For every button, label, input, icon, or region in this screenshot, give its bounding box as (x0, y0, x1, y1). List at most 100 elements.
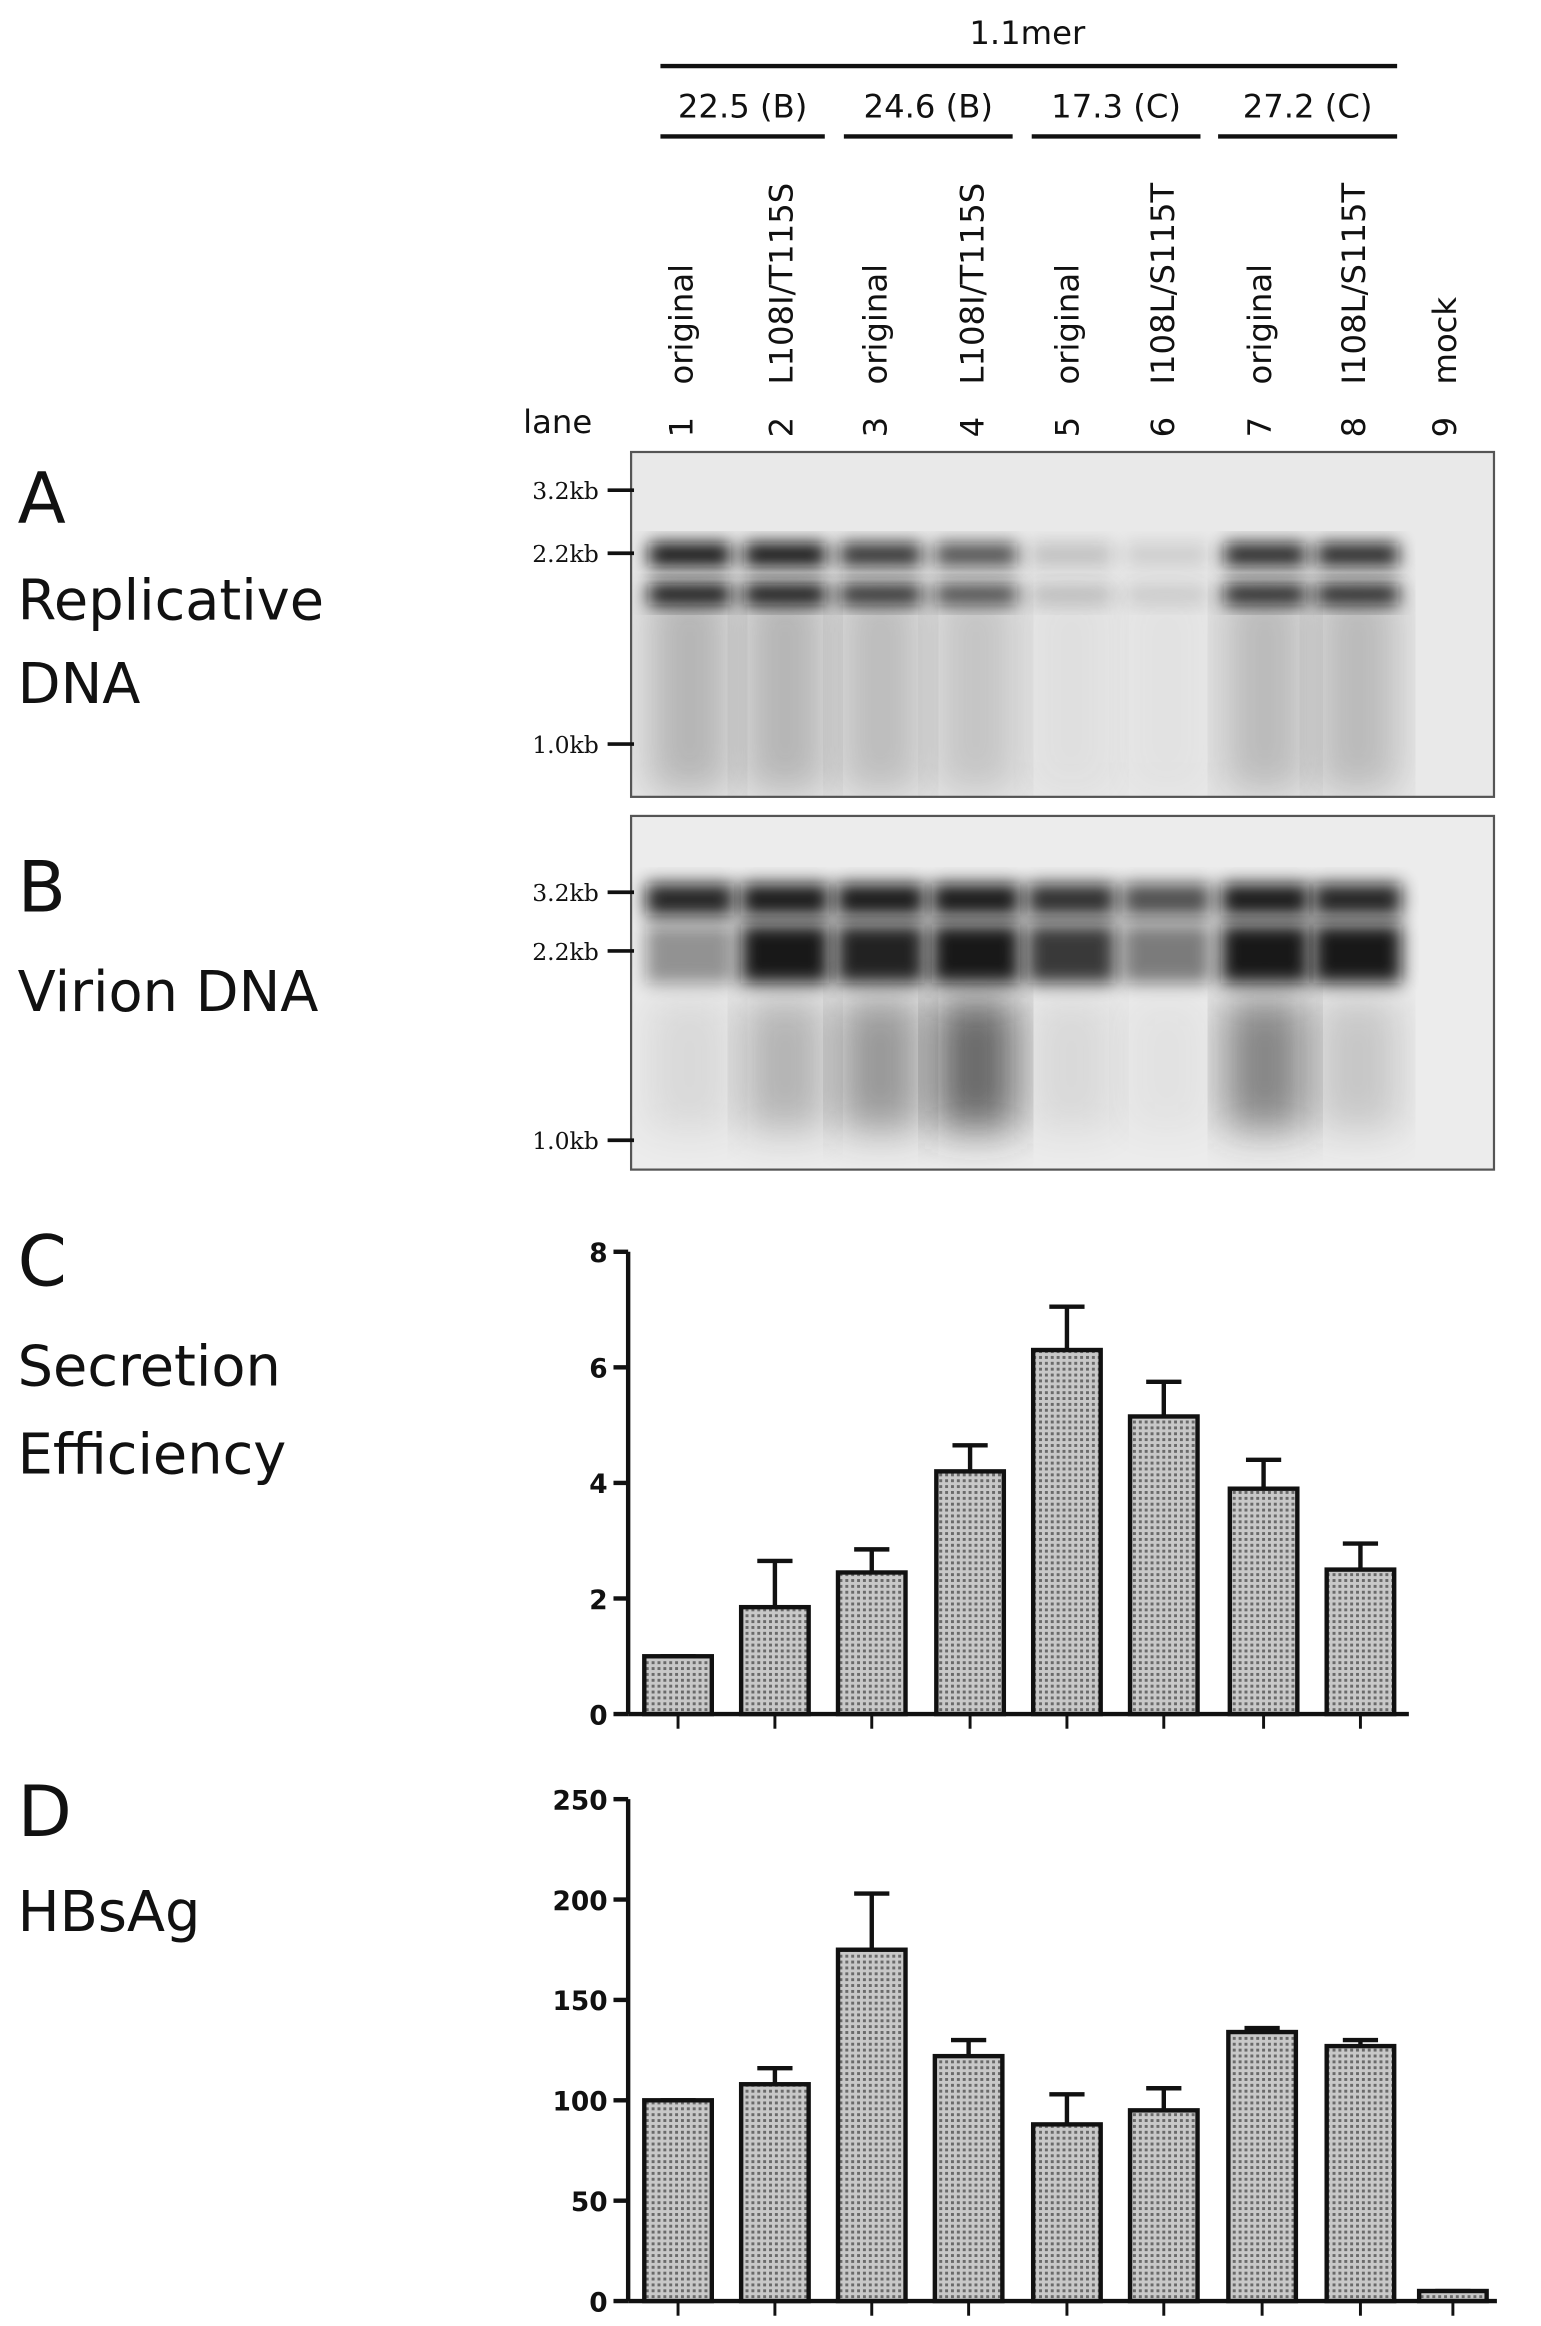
lane-number: 3 (856, 417, 894, 438)
bar (1226, 2029, 1299, 2304)
group-label: 27.2 (C) (1243, 87, 1373, 125)
band (836, 924, 925, 984)
lane-number: 2 (763, 417, 801, 438)
smear (1125, 587, 1208, 793)
panel-label: Secretion (18, 1334, 281, 1399)
band (645, 883, 734, 916)
band (1125, 542, 1208, 567)
lane-label: original (663, 264, 701, 385)
band (744, 584, 827, 605)
y-tick-label: 4 (589, 1469, 607, 1500)
smear (934, 997, 1018, 1130)
y-tick-label: 0 (589, 2287, 607, 2318)
band (1313, 924, 1402, 984)
smear (934, 587, 1018, 793)
bar (1416, 2288, 1489, 2304)
size-marker: 1.0kb (532, 1127, 599, 1155)
y-tick-label: 6 (589, 1354, 607, 1385)
bar (1324, 2043, 1397, 2304)
panel-label: Replicative (18, 568, 324, 633)
bar (934, 1469, 1007, 1717)
lane-number: 4 (953, 417, 991, 438)
band (648, 584, 731, 605)
lane-title: lane (523, 403, 592, 441)
bar (642, 1654, 715, 1717)
y-tick-label: 8 (589, 1238, 607, 1269)
smear (648, 997, 731, 1130)
bar (738, 2082, 811, 2304)
lane-number: 9 (1426, 417, 1464, 438)
band (741, 883, 830, 916)
size-marker: 2.2kb (532, 938, 599, 966)
band (934, 584, 1018, 605)
band (1125, 584, 1208, 605)
size-marker: 3.2kb (532, 879, 599, 907)
bar (835, 1570, 908, 1717)
lane-number: 5 (1049, 417, 1087, 438)
bar (738, 1604, 811, 1717)
band (1223, 584, 1307, 605)
band (1030, 542, 1113, 567)
smear (648, 587, 731, 793)
band (931, 924, 1020, 984)
bar (932, 2053, 1005, 2304)
y-tick-label: 200 (552, 1886, 607, 1917)
band (648, 542, 731, 567)
lane-label: original (1049, 264, 1087, 385)
bar (1030, 1347, 1103, 1717)
band (1316, 584, 1399, 605)
band (934, 542, 1018, 567)
group-label: 24.6 (B) (864, 87, 993, 125)
band (1122, 924, 1211, 984)
blot-a-bands (648, 542, 1399, 793)
band (744, 542, 827, 567)
band (839, 584, 922, 605)
lane-number: 1 (663, 417, 701, 438)
band (1313, 883, 1402, 916)
bar (1324, 1567, 1397, 1717)
y-tick-label: 50 (571, 2187, 608, 2218)
lane-label: original (856, 264, 894, 385)
lane-number: 6 (1144, 417, 1182, 438)
smear (1316, 587, 1399, 793)
lane-label: I108L/S115T (1144, 182, 1182, 384)
band (1221, 924, 1310, 984)
panel-letter: D (18, 1771, 72, 1853)
header-title: 1.1mer (969, 14, 1086, 52)
panel-letter: A (18, 457, 66, 539)
band (1122, 883, 1211, 916)
band (931, 883, 1020, 916)
bar (1227, 1486, 1300, 1717)
panel-label: DNA (18, 652, 141, 717)
smear (1125, 997, 1208, 1130)
smear (1223, 997, 1307, 1130)
y-tick-label: 0 (589, 1700, 607, 1731)
panel-label: Virion DNA (18, 960, 319, 1025)
bar (1030, 2122, 1103, 2304)
smear (1316, 997, 1399, 1130)
panel-letter: B (18, 846, 66, 928)
size-marker: 3.2kb (532, 477, 599, 505)
band (839, 542, 922, 567)
lane-label: I108L/S115T (1335, 182, 1373, 384)
panel-letter: C (18, 1221, 67, 1303)
smear (744, 997, 827, 1130)
blot-b-bands (645, 883, 1402, 1130)
band (1030, 584, 1113, 605)
bar (642, 2098, 715, 2304)
smear (1030, 997, 1113, 1130)
panel-label: Efficiency (18, 1422, 287, 1487)
smear (1030, 587, 1113, 793)
y-tick-label: 250 (552, 1785, 607, 1816)
band (1221, 883, 1310, 916)
band (836, 883, 925, 916)
panel-label: HBsAg (18, 1880, 201, 1945)
y-tick-label: 2 (589, 1585, 607, 1616)
size-marker: 1.0kb (532, 731, 599, 759)
size-marker: 2.2kb (532, 540, 599, 568)
band (1027, 924, 1116, 984)
y-tick-label: 150 (552, 1986, 607, 2017)
bar (1127, 2108, 1200, 2304)
